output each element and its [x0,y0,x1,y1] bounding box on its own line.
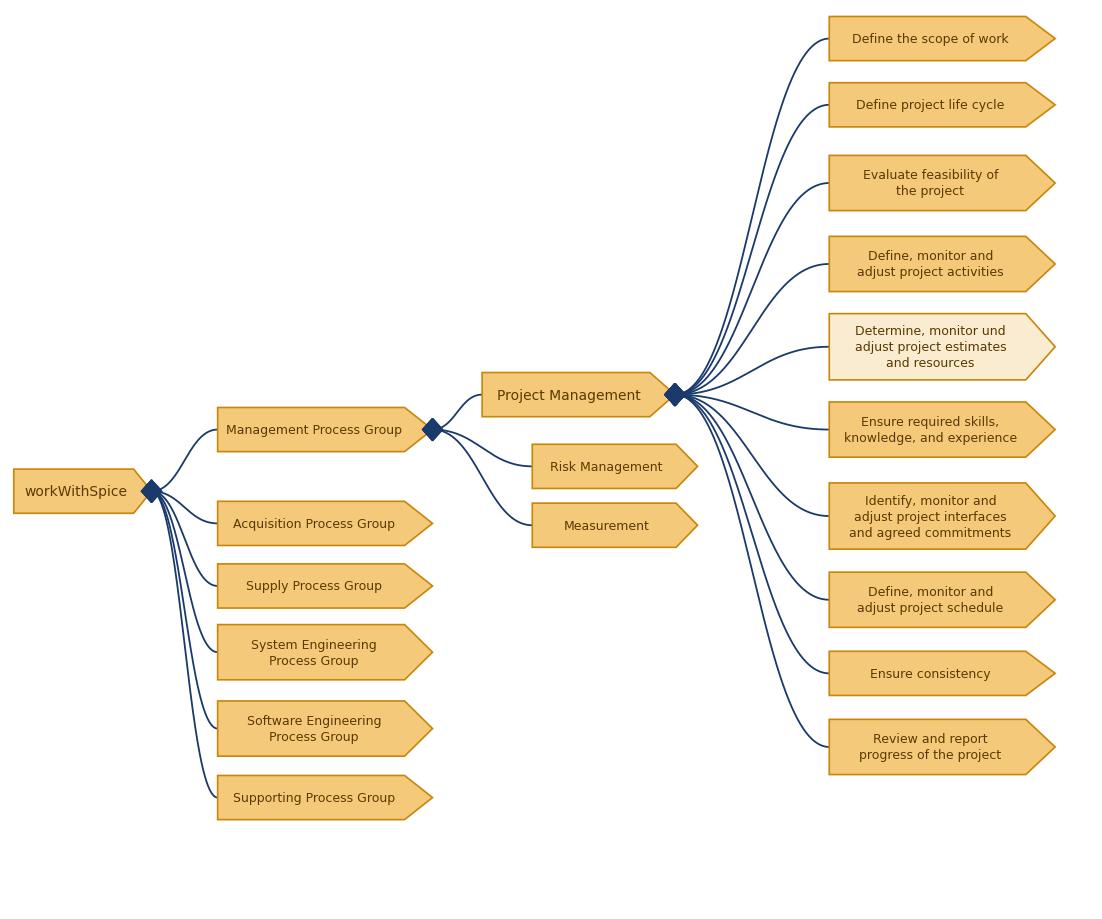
Polygon shape [141,481,161,503]
Polygon shape [422,419,442,441]
Polygon shape [829,237,1055,292]
Text: Software Engineering
Process Group: Software Engineering Process Group [247,714,381,743]
Text: Define, monitor and
adjust project activities: Define, monitor and adjust project activ… [857,250,1004,279]
Polygon shape [666,384,685,406]
Text: Supporting Process Group: Supporting Process Group [233,791,395,804]
Text: Define project life cycle: Define project life cycle [856,99,1005,112]
Polygon shape [666,384,685,406]
Polygon shape [13,470,152,514]
Text: Define, monitor and
adjust project schedule: Define, monitor and adjust project sched… [857,585,1004,615]
Polygon shape [829,720,1055,775]
Polygon shape [829,84,1055,128]
Polygon shape [217,776,432,820]
Polygon shape [666,384,685,406]
Polygon shape [141,481,161,503]
Text: Identify, monitor and
adjust project interfaces
and agreed commitments: Identify, monitor and adjust project int… [850,494,1012,539]
Polygon shape [829,314,1055,380]
Polygon shape [422,419,442,441]
Polygon shape [666,384,685,406]
Polygon shape [829,483,1055,550]
Polygon shape [422,419,442,441]
Polygon shape [666,384,685,406]
Polygon shape [217,408,432,452]
Polygon shape [217,701,432,756]
Polygon shape [829,156,1055,211]
Polygon shape [829,403,1055,458]
Polygon shape [141,481,161,503]
Text: Define the scope of work: Define the scope of work [852,33,1008,46]
Polygon shape [829,652,1055,696]
Polygon shape [217,502,432,546]
Polygon shape [217,625,432,680]
Polygon shape [829,17,1055,62]
Polygon shape [483,373,674,417]
Text: Review and report
progress of the project: Review and report progress of the projec… [860,732,1002,762]
Polygon shape [532,504,698,548]
Polygon shape [666,384,685,406]
Polygon shape [141,481,161,503]
Text: Evaluate feasibility of
the project: Evaluate feasibility of the project [863,169,998,199]
Text: workWithSpice: workWithSpice [24,484,127,499]
Text: System Engineering
Process Group: System Engineering Process Group [251,638,377,667]
Text: Acquisition Process Group: Acquisition Process Group [233,517,395,530]
Text: Supply Process Group: Supply Process Group [246,580,382,593]
Polygon shape [666,384,685,406]
Polygon shape [532,445,698,489]
Polygon shape [217,564,432,608]
Polygon shape [141,481,161,503]
Text: Determine, monitor und
adjust project estimates
and resources: Determine, monitor und adjust project es… [855,325,1006,369]
Polygon shape [666,384,685,406]
Polygon shape [666,384,685,406]
Text: Ensure consistency: Ensure consistency [871,667,991,680]
Text: Management Process Group: Management Process Group [226,424,402,437]
Polygon shape [666,384,685,406]
Polygon shape [141,481,161,503]
Text: Ensure required skills,
knowledge, and experience: Ensure required skills, knowledge, and e… [844,415,1017,445]
Text: Risk Management: Risk Management [550,460,662,473]
Text: Measurement: Measurement [563,519,649,532]
Polygon shape [829,573,1055,628]
Text: Project Management: Project Management [497,388,640,403]
